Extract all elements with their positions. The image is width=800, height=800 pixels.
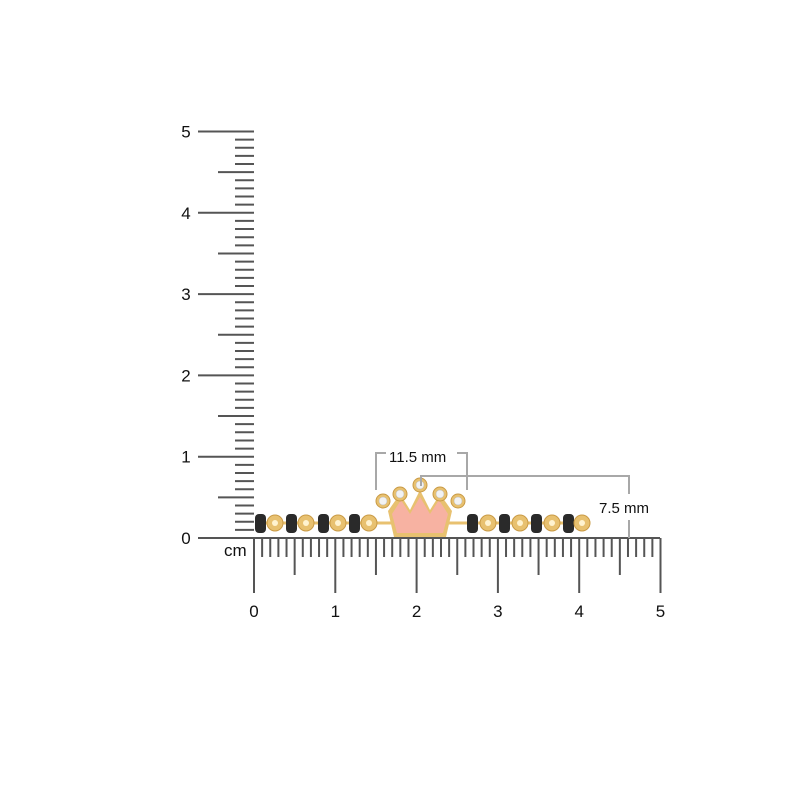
y-tick-label: 0: [181, 529, 190, 548]
gold-bead-center: [335, 520, 341, 526]
x-tick-label: 3: [493, 602, 502, 621]
gold-bead-center: [579, 520, 585, 526]
black-bead: [531, 514, 542, 533]
unit-label: cm: [224, 541, 247, 560]
x-tick-label: 0: [249, 602, 258, 621]
gold-bead-center: [272, 520, 278, 526]
y-tick-label: 3: [181, 285, 190, 304]
y-tick-label: 5: [181, 123, 190, 142]
x-tick-label: 5: [656, 602, 665, 621]
black-bead: [286, 514, 297, 533]
gold-bead-center: [485, 520, 491, 526]
width-bracket-left: [375, 452, 386, 490]
x-tick-label: 4: [574, 602, 583, 621]
y-tick-label: 4: [181, 204, 190, 223]
y-tick-label: 2: [181, 366, 190, 385]
gold-bead-center: [366, 520, 372, 526]
crown-diamond: [395, 489, 405, 499]
black-bead: [467, 514, 478, 533]
bracelet-image: [255, 477, 591, 537]
black-bead: [318, 514, 329, 533]
crown-diamond: [435, 489, 445, 499]
black-bead: [563, 514, 574, 533]
crown-diamond: [453, 496, 463, 506]
horizontal-ruler: 0 1 2 3 4 5: [198, 537, 665, 621]
black-bead: [349, 514, 360, 533]
black-bead: [255, 514, 266, 533]
dimension-lines: [375, 452, 630, 538]
gold-bead-center: [549, 520, 555, 526]
crown-diamond: [378, 496, 388, 506]
gold-bead-center: [517, 520, 523, 526]
vertical-ruler: 0 1 2 3 4 5: [181, 123, 254, 548]
y-tick-label: 1: [181, 448, 190, 467]
width-dimension-label: 11.5 mm: [389, 449, 446, 466]
gold-bead-center: [303, 520, 309, 526]
crown-enamel: [392, 497, 448, 533]
height-dimension-label: 7.5 mm: [599, 500, 649, 517]
width-bracket-right: [457, 452, 468, 490]
x-tick-label: 1: [331, 602, 340, 621]
height-bracket-top: [420, 475, 630, 494]
x-tick-label: 2: [412, 602, 421, 621]
black-bead: [499, 514, 510, 533]
